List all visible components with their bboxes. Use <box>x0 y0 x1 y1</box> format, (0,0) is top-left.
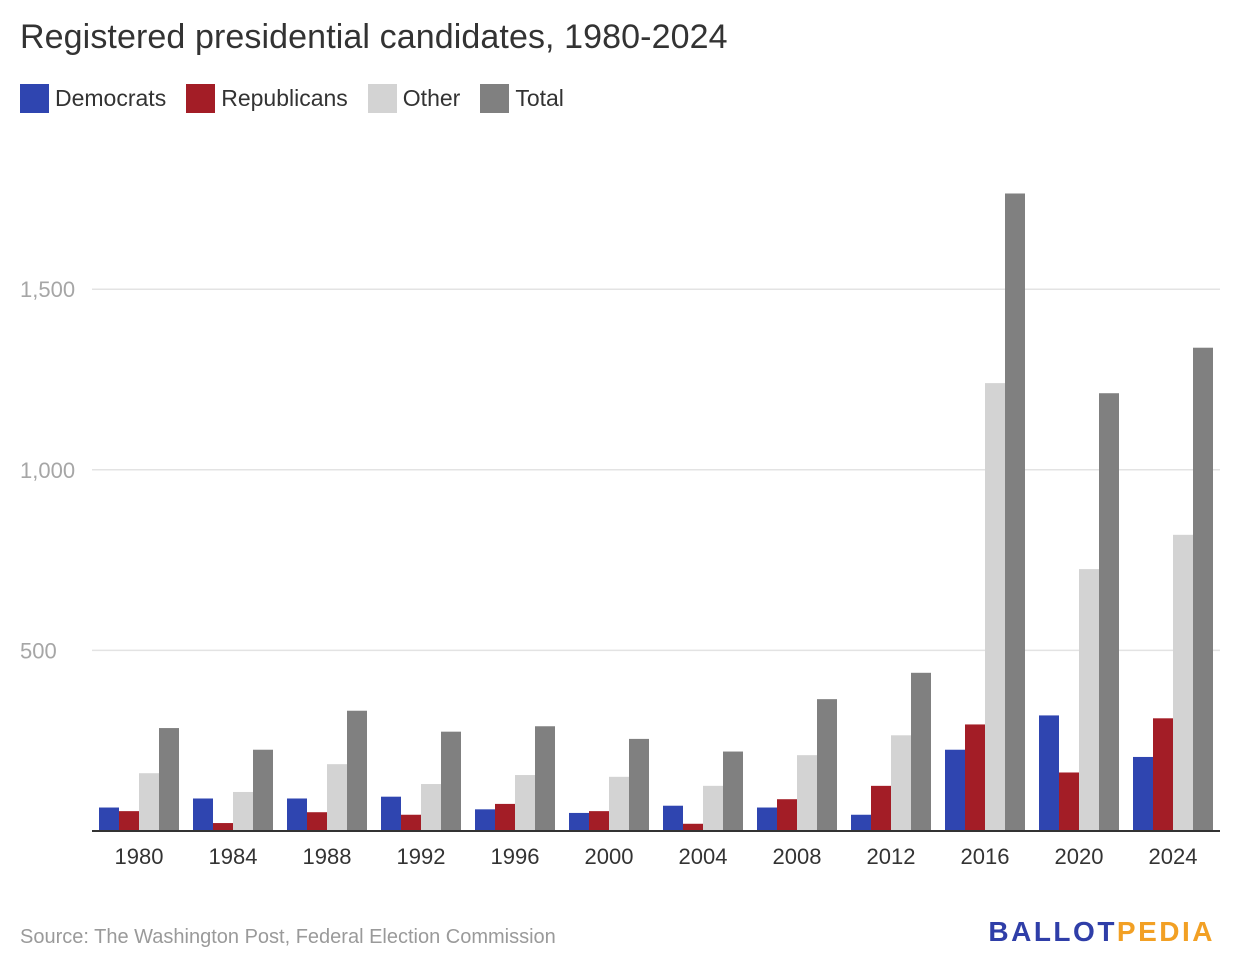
x-tick-label: 2004 <box>679 844 728 869</box>
bar-republicans-2020 <box>1059 772 1079 831</box>
bar-republicans-2012 <box>871 785 891 831</box>
legend-label-other: Other <box>402 85 461 111</box>
y-tick-label: 1,000 <box>20 458 75 483</box>
x-tick-label: 1984 <box>209 844 258 869</box>
bar-democrats-2012 <box>851 814 871 831</box>
legend-swatch-republicans <box>186 84 216 113</box>
legend-swatch-other <box>367 84 397 113</box>
bar-democrats-2024 <box>1133 756 1153 831</box>
bar-other-2024 <box>1173 534 1193 831</box>
source-note: Source: The Washington Post, Federal Ele… <box>20 926 556 948</box>
x-tick-label: 2016 <box>961 844 1010 869</box>
legend-item-other: Other <box>367 84 461 113</box>
bar-other-1988 <box>327 764 347 831</box>
bar-republicans-1988 <box>307 812 327 831</box>
y-tick-label: 1,500 <box>20 277 75 302</box>
bar-democrats-2008 <box>757 807 777 831</box>
bar-other-2008 <box>797 755 817 831</box>
bar-republicans-1984 <box>213 823 233 831</box>
bar-total-1988 <box>347 710 367 831</box>
bar-democrats-1984 <box>193 798 213 831</box>
bar-total-2016 <box>1005 193 1025 831</box>
chart-title: Registered presidential candidates, 1980… <box>20 18 728 56</box>
bar-total-1992 <box>441 731 461 831</box>
legend: Democrats Republicans Other Total <box>20 84 564 113</box>
ballotpedia-logo: BALLOTPEDIA <box>988 916 1215 948</box>
bar-republicans-2000 <box>589 811 609 831</box>
bar-total-2008 <box>817 699 837 831</box>
legend-item-total: Total <box>480 84 564 113</box>
bar-other-2016 <box>985 383 1005 831</box>
bar-other-2004 <box>703 785 723 831</box>
legend-label-total: Total <box>515 85 564 111</box>
x-tick-label: 2012 <box>867 844 916 869</box>
legend-swatch-total <box>480 84 510 113</box>
bar-total-2000 <box>629 738 649 831</box>
bar-republicans-2008 <box>777 799 797 831</box>
bar-democrats-1988 <box>287 798 307 831</box>
bar-republicans-1992 <box>401 814 421 831</box>
bar-democrats-2016 <box>945 749 965 831</box>
legend-label-republicans: Republicans <box>221 85 348 111</box>
bar-total-2020 <box>1099 393 1119 831</box>
bar-democrats-2000 <box>569 812 589 831</box>
bar-total-1980 <box>159 728 179 831</box>
x-tick-label: 2008 <box>773 844 822 869</box>
x-tick-label: 2024 <box>1149 844 1198 869</box>
bar-republicans-2004 <box>683 823 703 831</box>
bar-other-1984 <box>233 791 253 831</box>
bar-other-2020 <box>1079 569 1099 831</box>
bar-republicans-2024 <box>1153 718 1173 831</box>
bar-other-2012 <box>891 735 911 831</box>
x-tick-label: 1980 <box>115 844 164 869</box>
x-tick-label: 2020 <box>1055 844 1104 869</box>
bar-republicans-1996 <box>495 803 515 831</box>
legend-swatch-democrats <box>20 84 49 113</box>
bar-total-2012 <box>911 672 931 831</box>
x-tick-label: 2000 <box>585 844 634 869</box>
bar-total-2004 <box>723 751 743 831</box>
bar-republicans-2016 <box>965 724 985 831</box>
x-tick-label: 1996 <box>491 844 540 869</box>
bar-total-2024 <box>1193 347 1213 831</box>
bar-other-1992 <box>421 784 441 831</box>
bar-democrats-1996 <box>475 809 495 831</box>
x-tick-label: 1992 <box>397 844 446 869</box>
legend-item-democrats: Democrats <box>20 84 166 113</box>
bar-other-1996 <box>515 775 535 831</box>
bar-democrats-2004 <box>663 805 683 831</box>
bar-republicans-1980 <box>119 811 139 831</box>
bar-total-1984 <box>253 749 273 831</box>
bar-other-2000 <box>609 776 629 831</box>
legend-item-republicans: Republicans <box>186 84 348 113</box>
x-tick-label: 1988 <box>303 844 352 869</box>
bar-other-1980 <box>139 773 159 831</box>
legend-label-democrats: Democrats <box>55 85 167 111</box>
logo-part-pedia: PEDIA <box>1116 916 1215 947</box>
bar-democrats-2020 <box>1039 715 1059 831</box>
logo-part-ballot: BALLOT <box>988 916 1117 947</box>
bar-total-1996 <box>535 726 555 831</box>
bar-democrats-1992 <box>381 796 401 831</box>
y-tick-label: 500 <box>20 638 57 663</box>
bar-democrats-1980 <box>99 807 119 831</box>
